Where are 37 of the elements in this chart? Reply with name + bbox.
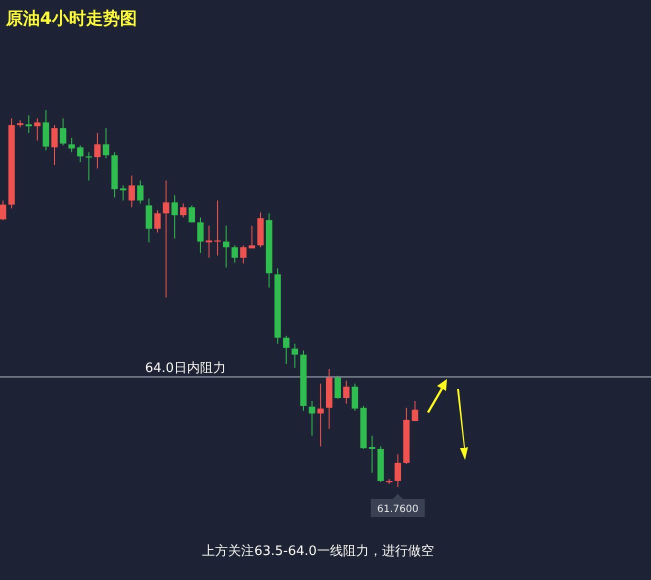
candlestick [68, 137, 75, 153]
candlestick [334, 375, 341, 400]
candlestick [146, 198, 152, 243]
candlestick [128, 175, 135, 208]
candlestick [352, 383, 358, 412]
candlestick [34, 118, 41, 142]
candlestick [94, 132, 101, 169]
candlestick [51, 124, 58, 166]
candlestick [240, 244, 247, 264]
annotation: 61.7600 [377, 504, 419, 515]
candlestick [232, 244, 238, 264]
ref-line-label: 64.0日内阻力 [145, 360, 226, 376]
chart-title: 原油4小时走势图 [5, 9, 137, 29]
candlestick [171, 194, 178, 240]
candlestick [343, 380, 350, 404]
candlestick [283, 335, 290, 365]
candlestick [180, 202, 186, 218]
candlestick [154, 210, 161, 234]
candlestick [60, 118, 66, 146]
candlestick [248, 225, 256, 249]
candlestick [368, 435, 376, 474]
candlestick [137, 180, 144, 204]
candlestick [77, 144, 84, 163]
text: 上方关注63.5-64.0一线阻力，进行做空 [202, 543, 434, 559]
candlestick [102, 128, 110, 159]
candlestick [206, 225, 212, 258]
candlestick [317, 383, 324, 447]
candlestick [162, 180, 170, 298]
candlestick [412, 400, 418, 422]
candlestick [0, 200, 6, 221]
candlestick [188, 204, 196, 223]
candlestick [120, 184, 126, 201]
candlestick [197, 216, 204, 254]
candlestick [308, 400, 316, 436]
candlestick [222, 225, 230, 268]
candlestick [394, 454, 402, 488]
candlestick [292, 343, 298, 368]
